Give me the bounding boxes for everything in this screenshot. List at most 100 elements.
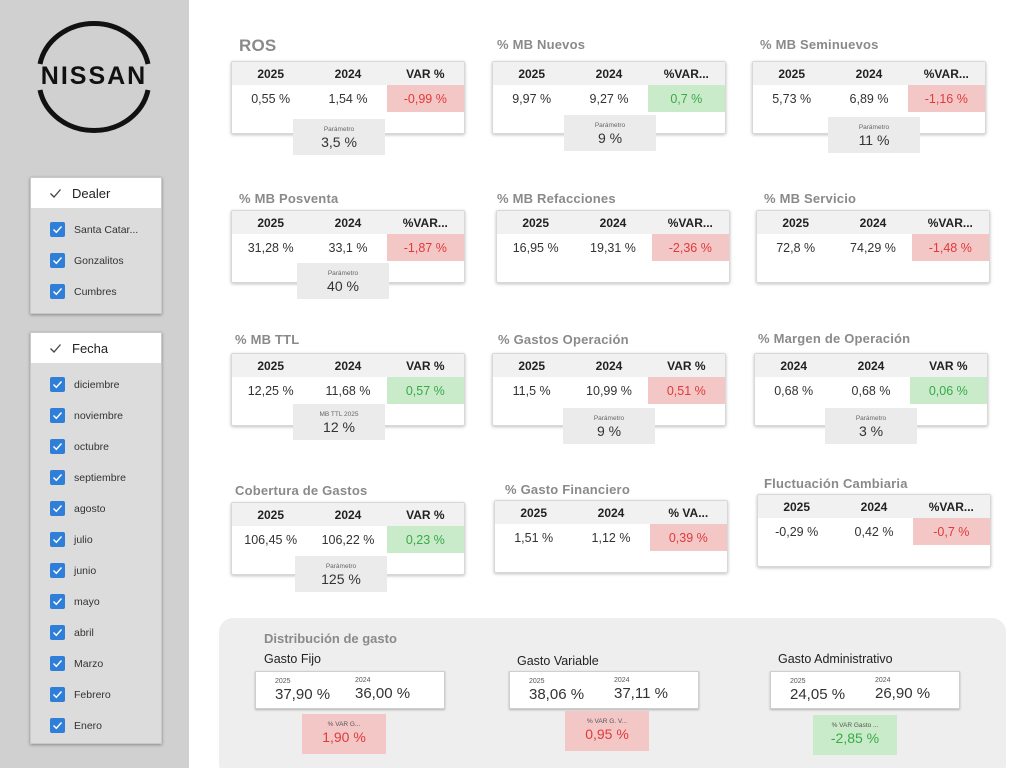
checkbox-checked-icon[interactable] <box>50 563 65 578</box>
variation-cell: 0,51 % <box>647 377 725 404</box>
variation-cell: -1,48 % <box>911 234 989 261</box>
column-header[interactable]: 2024 <box>857 358 885 373</box>
checkbox-checked-icon[interactable] <box>50 532 65 547</box>
column-header[interactable]: 2024 <box>859 215 887 230</box>
year-value: 37,90 % <box>275 686 331 703</box>
dealer-item[interactable]: Santa Catar... <box>31 214 161 245</box>
column-header[interactable]: VAR % <box>929 358 968 373</box>
checkbox-checked-icon[interactable] <box>50 439 65 454</box>
column-header[interactable]: %VAR... <box>923 66 969 81</box>
variation-cell: -0,99 % <box>386 85 464 112</box>
value-cell: 9,27 % <box>589 91 629 106</box>
checkbox-checked-icon[interactable] <box>50 470 65 485</box>
fecha-item[interactable]: mayo <box>31 586 161 617</box>
column-header[interactable]: VAR % <box>667 358 706 373</box>
fecha-item[interactable]: agosto <box>31 493 161 524</box>
column-header[interactable]: 2024 <box>334 66 362 81</box>
fecha-item[interactable]: Enero <box>31 710 161 741</box>
checkbox-checked-icon[interactable] <box>50 377 65 392</box>
fecha-item[interactable]: julio <box>31 524 161 555</box>
parameter-label: Parámetro <box>327 270 359 277</box>
parameter-value: 3,5 % <box>321 134 357 150</box>
column-header[interactable]: 2024 <box>597 505 625 520</box>
fecha-slicer-header[interactable]: Fecha <box>31 333 161 363</box>
column-header[interactable]: %VAR... <box>667 215 713 230</box>
kpi-1-title: ROS <box>239 36 277 55</box>
column-header[interactable]: 2024 <box>334 358 362 373</box>
column-header[interactable]: 2025 <box>257 507 285 522</box>
value-cell: 1,54 % <box>328 91 368 106</box>
kpi-6-title: % MB Servicio <box>764 191 857 206</box>
column-header[interactable]: 2024 <box>780 358 808 373</box>
value-cell: 9,97 % <box>512 91 552 106</box>
dealer-item[interactable]: Gonzalitos <box>31 245 161 276</box>
column-header[interactable]: 2024 <box>855 66 883 81</box>
column-header[interactable]: 2024 <box>334 507 362 522</box>
year-label: 2024 <box>614 677 630 684</box>
fecha-item[interactable]: Marzo <box>31 648 161 679</box>
column-header[interactable]: 2025 <box>783 499 811 514</box>
year-value: 36,00 % <box>355 685 411 702</box>
column-header[interactable]: 2024 <box>334 215 362 230</box>
column-header[interactable]: VAR % <box>406 66 445 81</box>
dealer-header-label: Dealer <box>72 185 111 201</box>
kpi-10-parameter: Parámetro 125 % <box>295 556 387 592</box>
column-header[interactable]: 2025 <box>518 358 546 373</box>
checkbox-checked-icon[interactable] <box>50 501 65 516</box>
column-header[interactable]: 2025 <box>257 215 285 230</box>
table-row: 1,51 % 1,12 % 0,39 % <box>495 524 727 551</box>
fecha-item[interactable]: noviembre <box>31 400 161 431</box>
fecha-item[interactable]: Febrero <box>31 679 161 710</box>
dealer-slicer-header[interactable]: Dealer <box>31 178 161 208</box>
fecha-item-label: septiembre <box>74 471 126 484</box>
value-cell: 6,89 % <box>849 91 889 106</box>
column-header[interactable]: 2025 <box>520 505 548 520</box>
column-header[interactable]: VAR % <box>406 507 445 522</box>
column-header[interactable]: 2025 <box>778 66 806 81</box>
column-header[interactable]: 2024 <box>595 358 623 373</box>
column-header[interactable]: 2025 <box>782 215 810 230</box>
column-header[interactable]: 2025 <box>257 66 285 81</box>
fecha-item[interactable]: abril <box>31 617 161 648</box>
checkbox-checked-icon[interactable] <box>50 284 65 299</box>
year-column: 2024 26,90 % <box>875 677 930 703</box>
checkbox-checked-icon[interactable] <box>50 408 65 423</box>
column-header[interactable]: % VA... <box>668 505 709 520</box>
checkbox-checked-icon[interactable] <box>50 222 65 237</box>
fecha-item-label: octubre <box>74 440 110 453</box>
checkbox-checked-icon[interactable] <box>50 687 65 702</box>
checkbox-checked-icon[interactable] <box>50 253 65 268</box>
column-header[interactable]: %VAR... <box>927 215 973 230</box>
fecha-item[interactable]: diciembre <box>31 369 161 400</box>
fecha-item[interactable]: septiembre <box>31 462 161 493</box>
column-header[interactable]: 2024 <box>599 215 627 230</box>
column-header[interactable]: 2024 <box>595 66 623 81</box>
kpi-12-title: Fluctuación Cambiaria <box>764 476 908 491</box>
variation-cell: -1,87 % <box>386 234 464 261</box>
column-header[interactable]: %VAR... <box>928 499 974 514</box>
column-header[interactable]: VAR % <box>406 358 445 373</box>
checkbox-checked-icon[interactable] <box>50 594 65 609</box>
fecha-item[interactable]: octubre <box>31 431 161 462</box>
checkbox-checked-icon[interactable] <box>50 718 65 733</box>
dist-card-3: 2025 24,05 % 2024 26,90 % <box>770 671 960 709</box>
column-header[interactable]: %VAR... <box>663 66 709 81</box>
column-header[interactable]: 2025 <box>257 358 285 373</box>
dealer-item[interactable]: Cumbres <box>31 276 161 307</box>
parameter-value: 40 % <box>327 278 359 294</box>
kpi-1-table: 2025 2024 VAR % 0,55 % 1,54 % -0,99 % <box>231 61 465 134</box>
checkbox-checked-icon[interactable] <box>50 625 65 640</box>
year-value: 37,11 % <box>614 685 668 702</box>
column-header[interactable]: 2025 <box>518 66 546 81</box>
column-header[interactable]: 2024 <box>860 499 888 514</box>
year-label: 2025 <box>790 678 806 685</box>
year-value: 24,05 % <box>790 686 846 703</box>
table-row: 0,68 % 0,68 % 0,06 % <box>755 377 987 404</box>
dealer-slicer: Dealer Santa Catar... Gonzalitos Cumbres <box>30 177 162 314</box>
column-header[interactable]: %VAR... <box>402 215 448 230</box>
checkbox-checked-icon[interactable] <box>50 656 65 671</box>
column-header[interactable]: 2025 <box>522 215 550 230</box>
fecha-item[interactable]: junio <box>31 555 161 586</box>
parameter-value: 9 % <box>596 423 622 439</box>
dist-card-3-variation: % VAR Gasto ... -2,85 % <box>813 715 897 755</box>
